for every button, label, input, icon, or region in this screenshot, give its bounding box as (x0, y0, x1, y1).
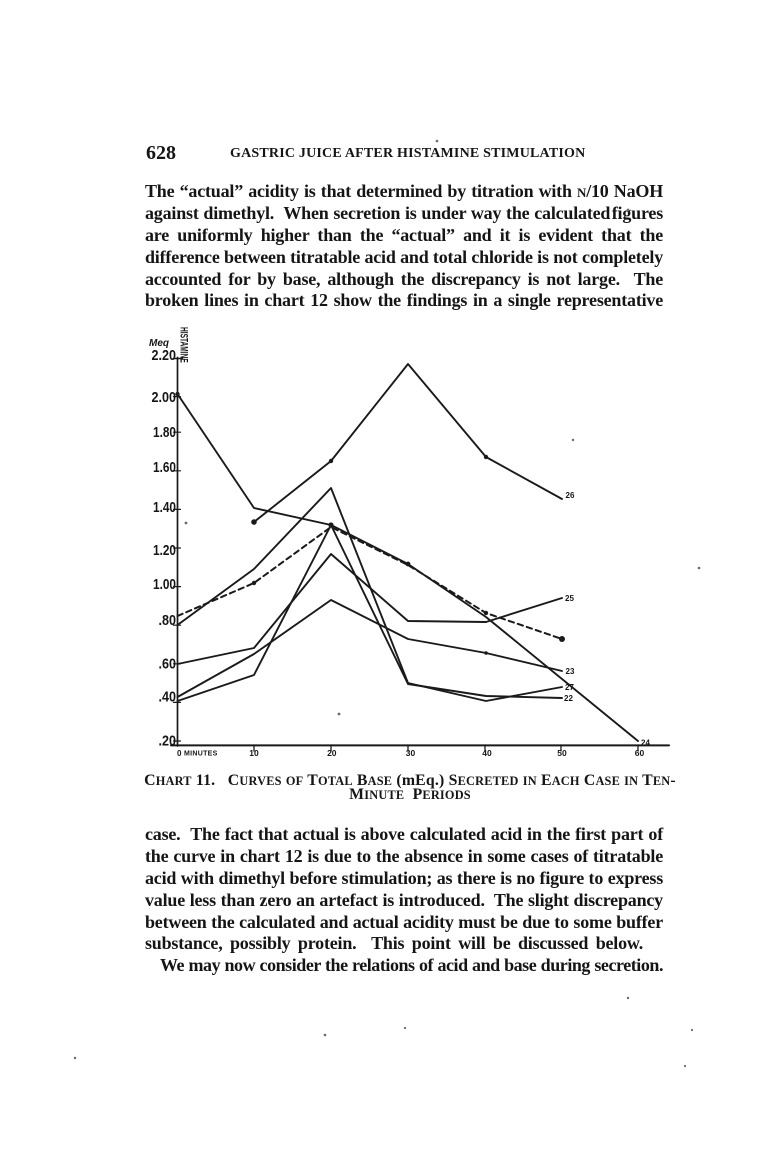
svg-text:1.60: 1.60 (153, 460, 176, 476)
svg-text:1.80: 1.80 (153, 425, 176, 441)
svg-text:2.00: 2.00 (152, 390, 177, 406)
svg-text:40: 40 (482, 748, 492, 758)
svg-text:26: 26 (566, 491, 575, 500)
svg-text:20: 20 (327, 748, 337, 758)
svg-text:24: 24 (641, 739, 650, 748)
svg-text:23: 23 (566, 667, 575, 676)
svg-text:1.20: 1.20 (153, 543, 176, 559)
svg-text:.80: .80 (159, 613, 177, 629)
svg-text:30: 30 (406, 748, 416, 758)
svg-text:.60: .60 (159, 657, 177, 673)
svg-text:Meq: Meq (149, 338, 169, 349)
svg-text:10: 10 (249, 748, 259, 758)
svg-text:25: 25 (565, 594, 574, 603)
svg-text:50: 50 (557, 748, 567, 758)
svg-text:.40: .40 (159, 690, 177, 706)
svg-text:HISTAMINE: HISTAMINE (178, 327, 190, 363)
svg-text:1.00: 1.00 (153, 577, 176, 593)
svg-text:MINUTES: MINUTES (184, 751, 218, 758)
svg-text:1.40: 1.40 (153, 500, 176, 516)
svg-text:.20: .20 (159, 734, 177, 750)
svg-text:2.20: 2.20 (152, 348, 177, 364)
svg-text:27: 27 (565, 683, 574, 692)
svg-text:0: 0 (177, 749, 182, 758)
svg-text:60: 60 (635, 748, 645, 758)
svg-text:22: 22 (564, 694, 573, 703)
